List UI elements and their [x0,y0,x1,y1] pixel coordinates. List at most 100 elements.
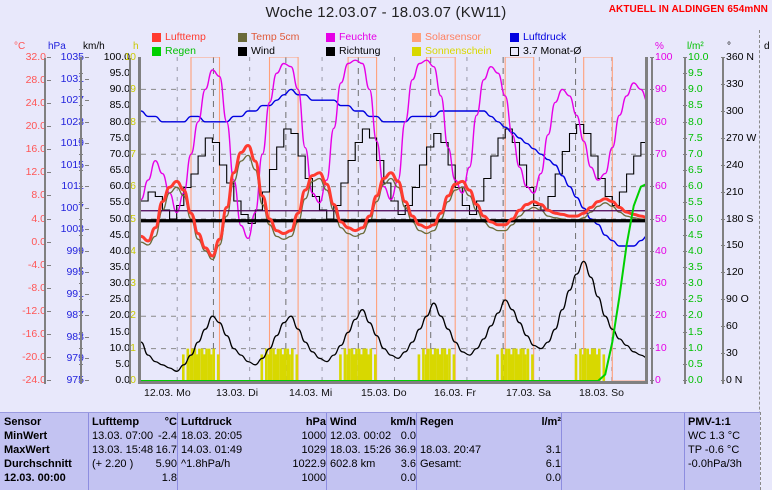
axis-direction: 360 N 330 300 270 W 240 210 180 S 150 120 90 O 60 3… [721,52,772,385]
axis-tick-label: -20.0 [22,350,46,363]
axis-tick-mark [721,57,725,58]
x-axis-label: 14.03. Mi [289,387,333,399]
axis-tick-label: 0.0 [688,374,703,386]
axis-tick-label: 120 [726,266,744,279]
table-header-lufttemp: Lufttemp [92,416,140,428]
table-cell-wind-value-1: 36.9 [394,444,416,456]
legend-item-lufttemp: Lufttemp [152,30,238,44]
axis-tick-label: 40.0 [109,244,130,257]
axis-tick-label: 100.0 [103,51,130,63]
axis-tick-label: -8.0 [27,281,46,294]
legend-item-feuchte: Feuchte [326,30,412,44]
legend-label: Temp 5cm [251,31,300,43]
table-column-separator [177,413,178,490]
legend-item-wind: Wind [238,44,326,58]
axis-tick-mark [47,264,51,266]
legend-label: Sonnenschein [425,45,492,57]
axis-tick-label: 60 [726,320,738,333]
axis-tick-label: 991 [66,287,84,300]
axis-tick-label: 7.5 [688,131,703,144]
table-cell-luftdruck-label-2: ^1.8hPa/h [181,458,231,470]
table-column-separator [684,413,685,490]
table-cell-luftdruck-value-0: 1000 [301,430,326,442]
table-header-luftdruck: Luftdruck [181,416,232,428]
axis-rule-wind [129,58,131,384]
axis-tick-label: 40 [655,244,667,257]
legend-item-sonnenschein: Sonnenschein [412,44,510,58]
table-header-unit-wind: km/h [390,416,416,428]
axis-tick-mark [85,100,89,102]
axis-tick-label: 995 [66,266,84,279]
axis-wind: 100.0 95.0 90.0 85.0 80.0 75.0 70.0 65.0 60.0 55.… [79,52,130,385]
axis-tick-label: 10.0 [109,341,130,354]
x-axis-label: 15.03. Do [361,387,407,399]
axis-tick-label: 12.0 [25,166,46,179]
unit-sunshine: h [133,41,139,52]
series-lufttemp [141,144,645,258]
axis-tick-label: 30 [655,277,667,290]
axis-tick-mark [85,186,89,188]
axis-tick-label: 210 [726,185,744,198]
axis-tick-label: 30.0 [109,277,130,290]
legend: Lufttemp Regen Temp 5cm Wind Feuchte Richtung… [152,30,652,58]
station-label: AKTUELL IN ALDINGEN 654mNN [608,4,768,15]
axis-tick-label: 983 [66,330,84,343]
series-sonnenschein [182,348,606,381]
table-cell-regen-label-1: 18.03. 20:47 [420,444,482,456]
unit-humidity: % [655,41,664,52]
axis-tick-label: 7.0 [688,147,703,160]
axis-tick-label: 5.5 [688,196,703,209]
axis-tick-label: 15.0 [109,325,130,338]
axis-tick-label: 60.0 [109,180,130,193]
axis-tick-label: -4.0 [27,258,46,271]
chart-plot-area [138,57,648,384]
table-rowlabel-1: MaxWert [4,444,50,456]
axis-tick-label: 65.0 [109,164,130,177]
axis-tick-mark [650,57,654,58]
axis-tick-mark [47,80,51,82]
axis-tick-label: 10 [124,51,136,63]
axis-tick-label: -16.0 [22,327,46,340]
axis-tick-label: 95.0 [109,67,130,80]
legend-swatch-icon [152,46,161,56]
axis-tick-mark [85,121,89,123]
page-title: Woche 12.03.07 - 18.03.07 (KW11) [265,4,507,21]
table-cell-wind-value-2: 3.6 [400,458,416,470]
axis-tick-label: 100 [655,51,673,63]
axis-tick-label: 70 [655,147,667,160]
axis-tick-label: 8.0 [688,115,703,128]
table-cell-luftdruck-value-1: 1029 [301,444,326,456]
axis-tick-label: 0.0 [31,235,46,248]
chart-svg [141,57,645,381]
axis-tick-mark [47,103,51,105]
axis-tick-label: 360 N [726,51,755,63]
axis-tick-mark [47,218,51,220]
axis-tick-label: 80.0 [109,115,130,128]
axis-tick-mark [85,143,89,145]
table-cell-wind-label-1: 18.03. 15:26 [330,444,392,456]
axis-tick-label: 16.0 [25,143,46,156]
legend-swatch-icon [510,32,519,42]
table-cell-lufttemp-label-1: 13.03. 15:48 [92,444,154,456]
legend-item-richtung: Richtung [326,44,412,58]
table-rowlabel-2: Durchschnitt [4,458,72,470]
x-axis-label: 16.03. Fr [434,387,477,399]
axis-tick-mark [85,57,89,58]
table-cell-lufttemp-value-0: -2.4 [158,430,177,442]
axis-tick-label: 5.0 [688,212,703,225]
legend-swatch-icon [238,46,247,56]
unit-rain: l/m² [687,41,704,52]
legend-label: Lufttemp [165,31,206,43]
table-cell-lufttemp-value-3: 1.8 [161,472,177,484]
axis-tick-label: 55.0 [109,196,130,209]
table-column-separator [416,413,417,490]
axis-tick-mark [47,195,51,197]
axis-tick-label: 0.5 [688,357,703,370]
axis-tick-label: 1 [130,341,136,354]
axis-tick-label: 6 [130,180,136,193]
x-axis-label: 18.03. So [579,387,624,399]
axis-tick-label: 300 [726,104,744,117]
table-header-unit-lufttemp: °C [164,416,177,428]
axis-tick-mark [85,380,89,381]
